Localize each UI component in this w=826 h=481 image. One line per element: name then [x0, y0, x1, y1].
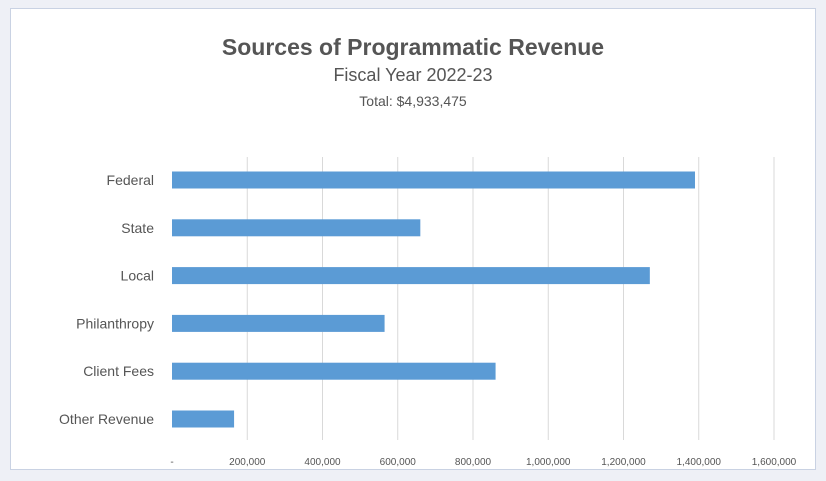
x-tick-label: 800,000	[455, 457, 492, 468]
bar-other-revenue	[172, 410, 235, 428]
x-tick-label: 1,400,000	[677, 457, 722, 468]
gridlines	[246, 157, 775, 440]
category-label: Local	[121, 268, 154, 284]
x-tick-label: 1,000,000	[526, 457, 571, 468]
x-tick-label: 1,200,000	[601, 457, 646, 468]
category-label: Philanthropy	[76, 315, 154, 331]
chart-card: Sources of Programmatic Revenue Fiscal Y…	[10, 8, 816, 470]
category-label: Federal	[107, 172, 154, 188]
category-label: Other Revenue	[59, 411, 154, 427]
category-label: Client Fees	[83, 363, 154, 379]
chart-subtitle: Fiscal Year 2022-23	[333, 65, 493, 85]
x-tick-label: 600,000	[380, 457, 417, 468]
bar-state	[172, 219, 421, 237]
chart-total-annotation: Total: $4,933,475	[359, 93, 467, 109]
x-tick-label: 1,600,000	[752, 457, 797, 468]
bar-federal	[172, 171, 695, 189]
chart-title: Sources of Programmatic Revenue	[221, 34, 605, 60]
x-tick-label: -	[170, 457, 173, 468]
bars	[172, 171, 695, 428]
bar-client-fees	[172, 362, 496, 380]
category-labels: Federal State Local Philanthropy Client Fees…	[59, 172, 154, 427]
x-tick-label: 200,000	[229, 457, 266, 468]
x-tick-label: 400,000	[304, 457, 341, 468]
bar-philanthropy	[172, 314, 385, 332]
category-label: State	[121, 220, 154, 236]
bar-local	[172, 267, 650, 285]
x-tick-labels: - 200,000 400,000 600,000 800,000 1,000,000 1,…	[170, 457, 796, 468]
chart-titles: Sources of Programmatic Revenue Fiscal Y…	[11, 33, 815, 111]
